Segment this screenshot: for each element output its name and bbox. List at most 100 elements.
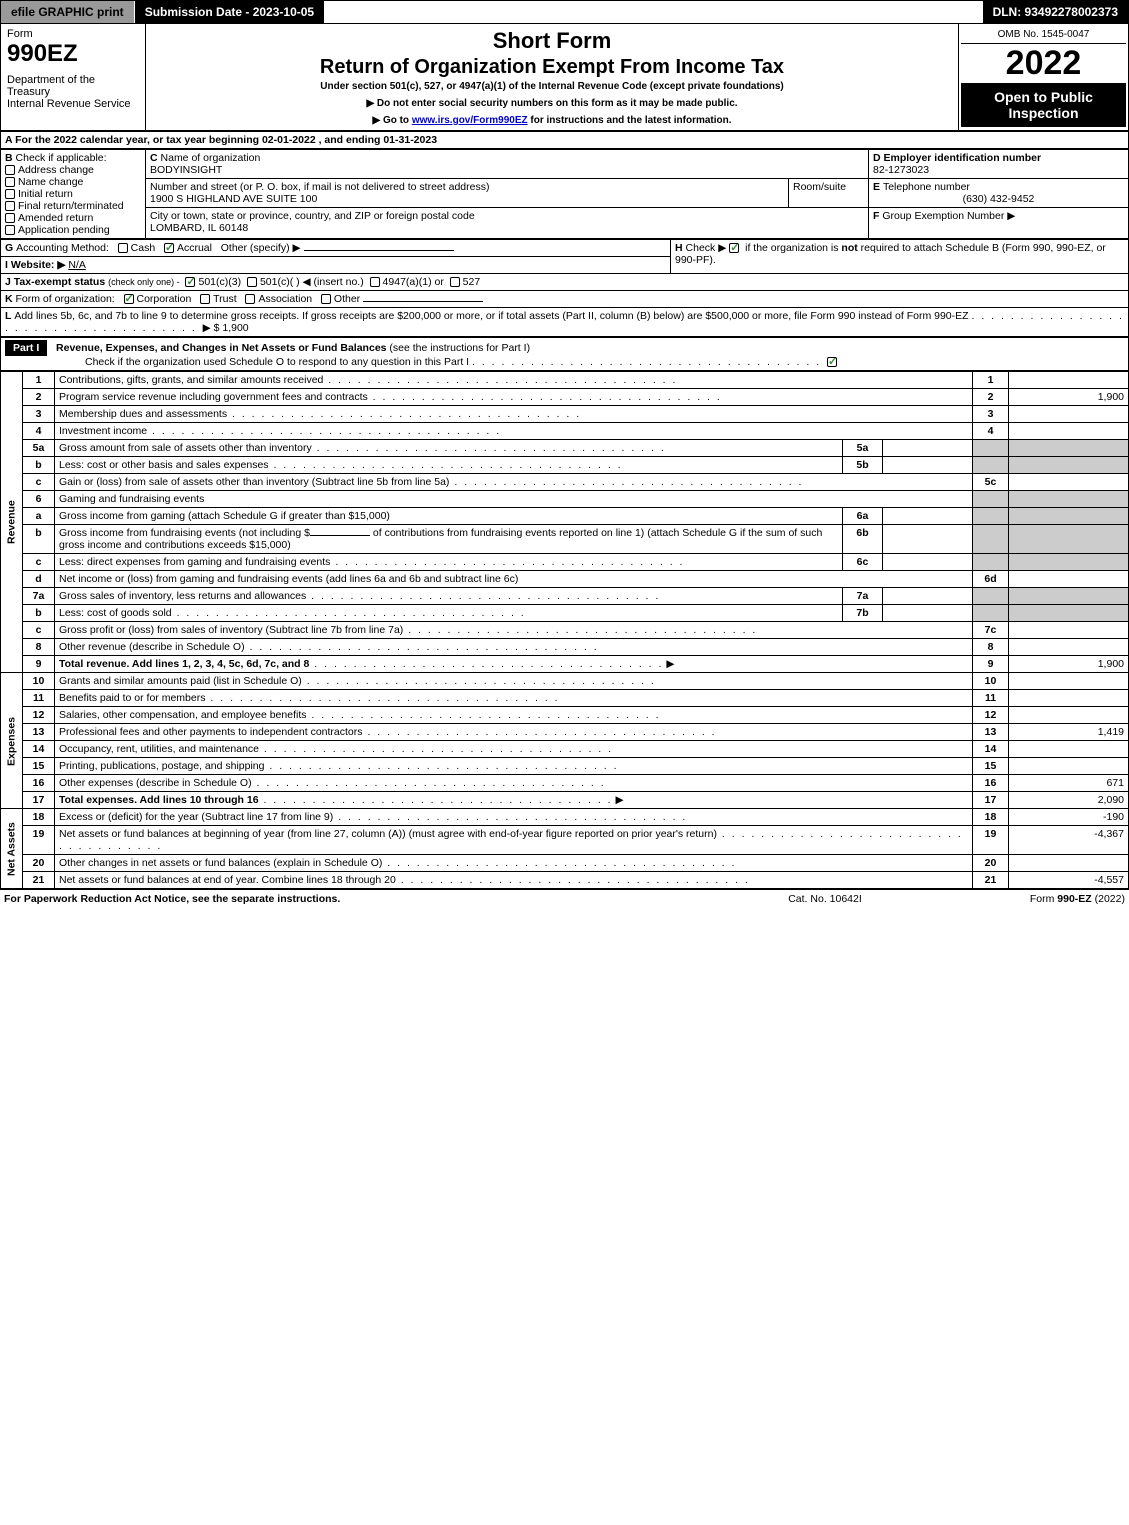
city-value: LOMBARD, IL 60148 — [150, 222, 248, 234]
line-18-num: 18 — [23, 809, 55, 826]
dots — [172, 607, 526, 619]
line-18-box: 18 — [973, 809, 1009, 826]
checkbox-527[interactable] — [450, 277, 460, 287]
opt-501c: 501(c)( ) ◀ (insert no.) — [260, 276, 364, 288]
section-l: L Add lines 5b, 6c, and 7b to line 9 to … — [1, 308, 1129, 337]
checkbox-4947[interactable] — [370, 277, 380, 287]
part1-header: Part I Revenue, Expenses, and Changes in… — [0, 337, 1129, 371]
ssn-note: ▶ Do not enter social security numbers o… — [152, 98, 952, 109]
other-specify-line[interactable] — [304, 250, 454, 251]
checkbox-501c3[interactable] — [185, 277, 195, 287]
checkbox-schedule-o[interactable] — [827, 357, 837, 367]
dots — [259, 794, 613, 806]
line-12-val — [1009, 707, 1129, 724]
grey-val — [1009, 588, 1129, 605]
checkbox-application-pending[interactable] — [5, 225, 15, 235]
line-5a-desc: Gross amount from sale of assets other t… — [59, 442, 312, 454]
sections-bcdef: B Check if applicable: Address change Na… — [0, 149, 1129, 239]
room-suite: Room/suite — [789, 179, 869, 208]
dots — [449, 476, 803, 488]
line-4-desc: Investment income — [59, 425, 147, 437]
note2-post: for instructions and the latest informat… — [528, 115, 732, 126]
other-org-line[interactable] — [363, 301, 483, 302]
dots — [147, 425, 501, 437]
efile-print-button[interactable]: efile GRAPHIC print — [1, 1, 135, 23]
line-5b-sub: 5b — [843, 457, 883, 474]
line-1-val — [1009, 372, 1129, 389]
opt-association: Association — [258, 293, 312, 305]
checkbox-cash[interactable] — [118, 243, 128, 253]
top-bar: efile GRAPHIC print Submission Date - 20… — [0, 0, 1129, 24]
line-12-num: 12 — [23, 707, 55, 724]
checkbox-schedule-b[interactable] — [729, 243, 739, 253]
section-c-street: Number and street (or P. O. box, if mail… — [146, 179, 789, 208]
subtitle: Under section 501(c), 527, or 4947(a)(1)… — [152, 81, 952, 92]
line-15-num: 15 — [23, 758, 55, 775]
opt-527: 527 — [463, 276, 481, 288]
opt-address-change: Address change — [18, 164, 94, 176]
checkbox-initial-return[interactable] — [5, 189, 15, 199]
dots — [306, 590, 660, 602]
line-4-box: 4 — [973, 423, 1009, 440]
line-3-val — [1009, 406, 1129, 423]
opt-501c3: 501(c)(3) — [198, 276, 241, 288]
dots — [333, 811, 687, 823]
checkbox-trust[interactable] — [200, 294, 210, 304]
dots — [302, 675, 656, 687]
submission-date-label: Submission Date - 2023-10-05 — [135, 1, 325, 23]
netassets-group-label: Net Assets — [1, 809, 23, 889]
part1-body: Revenue 1 Contributions, gifts, grants, … — [0, 371, 1129, 889]
checkbox-corporation[interactable] — [124, 294, 134, 304]
line-2-box: 2 — [973, 389, 1009, 406]
part1-label: Part I — [5, 340, 47, 356]
checkbox-amended-return[interactable] — [5, 213, 15, 223]
irs-link[interactable]: www.irs.gov/Form990EZ — [412, 115, 528, 126]
line-19-val: -4,367 — [1009, 826, 1129, 855]
dots — [245, 641, 599, 653]
checkbox-association[interactable] — [245, 294, 255, 304]
opt-trust: Trust — [213, 293, 237, 305]
checkbox-final-return[interactable] — [5, 201, 15, 211]
opt-amended-return: Amended return — [18, 212, 93, 224]
line-8-desc: Other revenue (describe in Schedule O) — [59, 641, 245, 653]
line-4-val — [1009, 423, 1129, 440]
checkbox-other-org[interactable] — [321, 294, 331, 304]
line-5a-subval — [883, 440, 973, 457]
dots — [259, 743, 613, 755]
checkbox-accrual[interactable] — [164, 243, 174, 253]
dots — [382, 857, 736, 869]
line-15-val — [1009, 758, 1129, 775]
checkbox-501c[interactable] — [247, 277, 257, 287]
short-form-title: Short Form — [152, 28, 952, 54]
opt-final-return: Final return/terminated — [18, 200, 124, 212]
6b-amount-line[interactable] — [310, 535, 370, 536]
part1-check-text: Check if the organization used Schedule … — [5, 356, 469, 368]
h-text1: Check ▶ — [686, 242, 730, 254]
line-6d-val — [1009, 571, 1129, 588]
checkbox-address-change[interactable] — [5, 165, 15, 175]
group-exemption-label: Group Exemption Number ▶ — [882, 210, 1015, 222]
line-13-desc: Professional fees and other payments to … — [59, 726, 363, 738]
line-19-num: 19 — [23, 826, 55, 855]
checkbox-name-change[interactable] — [5, 177, 15, 187]
dln-label: DLN: 93492278002373 — [983, 1, 1128, 23]
section-c-name: C Name of organization BODYINSIGHT — [146, 150, 869, 179]
line-3-num: 3 — [23, 406, 55, 423]
line-6-num: 6 — [23, 491, 55, 508]
open-public-badge: Open to Public Inspection — [961, 83, 1126, 127]
line-20-num: 20 — [23, 855, 55, 872]
street-value: 1900 S HIGHLAND AVE SUITE 100 — [150, 193, 317, 205]
line-7a-sub: 7a — [843, 588, 883, 605]
street-label: Number and street (or P. O. box, if mail… — [150, 181, 489, 193]
dots — [472, 356, 821, 368]
line-6-desc: Gaming and fundraising events — [55, 491, 973, 508]
sections-ghijk: G Accounting Method: Cash Accrual Other … — [0, 239, 1129, 337]
line-4-num: 4 — [23, 423, 55, 440]
form-of-org-label: Form of organization: — [16, 293, 115, 305]
ein-label: Employer identification number — [884, 152, 1042, 164]
footer-left: For Paperwork Reduction Act Notice, see … — [4, 893, 725, 905]
section-l-label: L — [5, 310, 11, 322]
dots — [252, 777, 606, 789]
opt-accrual: Accrual — [177, 242, 212, 254]
section-g-label: G — [5, 242, 13, 254]
